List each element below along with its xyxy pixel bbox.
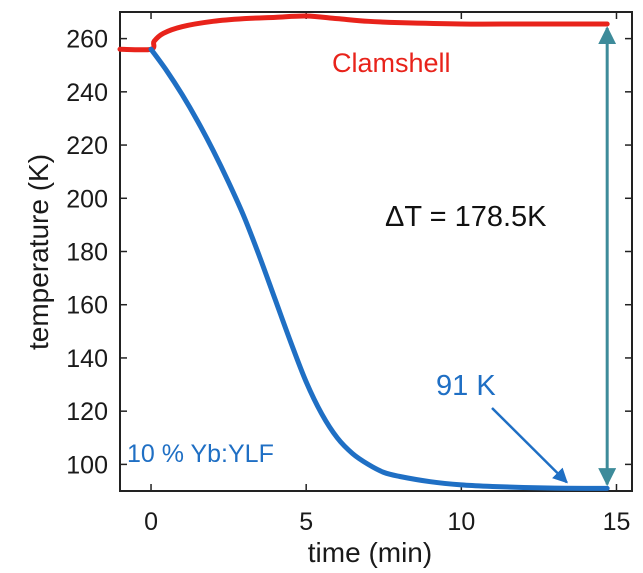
yb-ylf-label: 10 % Yb:YLF [127,440,274,468]
clamshell-series-line [117,13,610,53]
final-temp-pointer-arrow [491,407,568,484]
x-tick-label: 10 [447,508,475,536]
y-tick-label: 140 [66,345,108,373]
y-axis-ticks: 100 120 140 160 180 200 220 240 260 [66,26,632,479]
x-axis-label: time (min) [308,537,432,568]
y-tick-label: 200 [66,185,108,213]
x-tick-label: 5 [299,508,313,536]
y-axis-label: temperature (K) [23,154,54,350]
plot-frame [119,11,633,492]
y-tick-label: 240 [66,79,108,107]
yb-ylf-series-line [148,46,610,491]
x-tick-label: 0 [144,508,158,536]
clamshell-label: Clamshell [332,48,451,78]
final-temp-label: 91 K [436,370,496,402]
y-tick-label: 100 [66,451,108,479]
x-tick-label: 15 [603,508,631,536]
y-tick-label: 120 [66,398,108,426]
delta-t-label: ΔT = 178.5K [385,201,547,233]
y-tick-label: 220 [66,132,108,160]
y-tick-label: 260 [66,26,108,54]
y-tick-label: 160 [66,292,108,320]
y-tick-label: 180 [66,239,108,267]
